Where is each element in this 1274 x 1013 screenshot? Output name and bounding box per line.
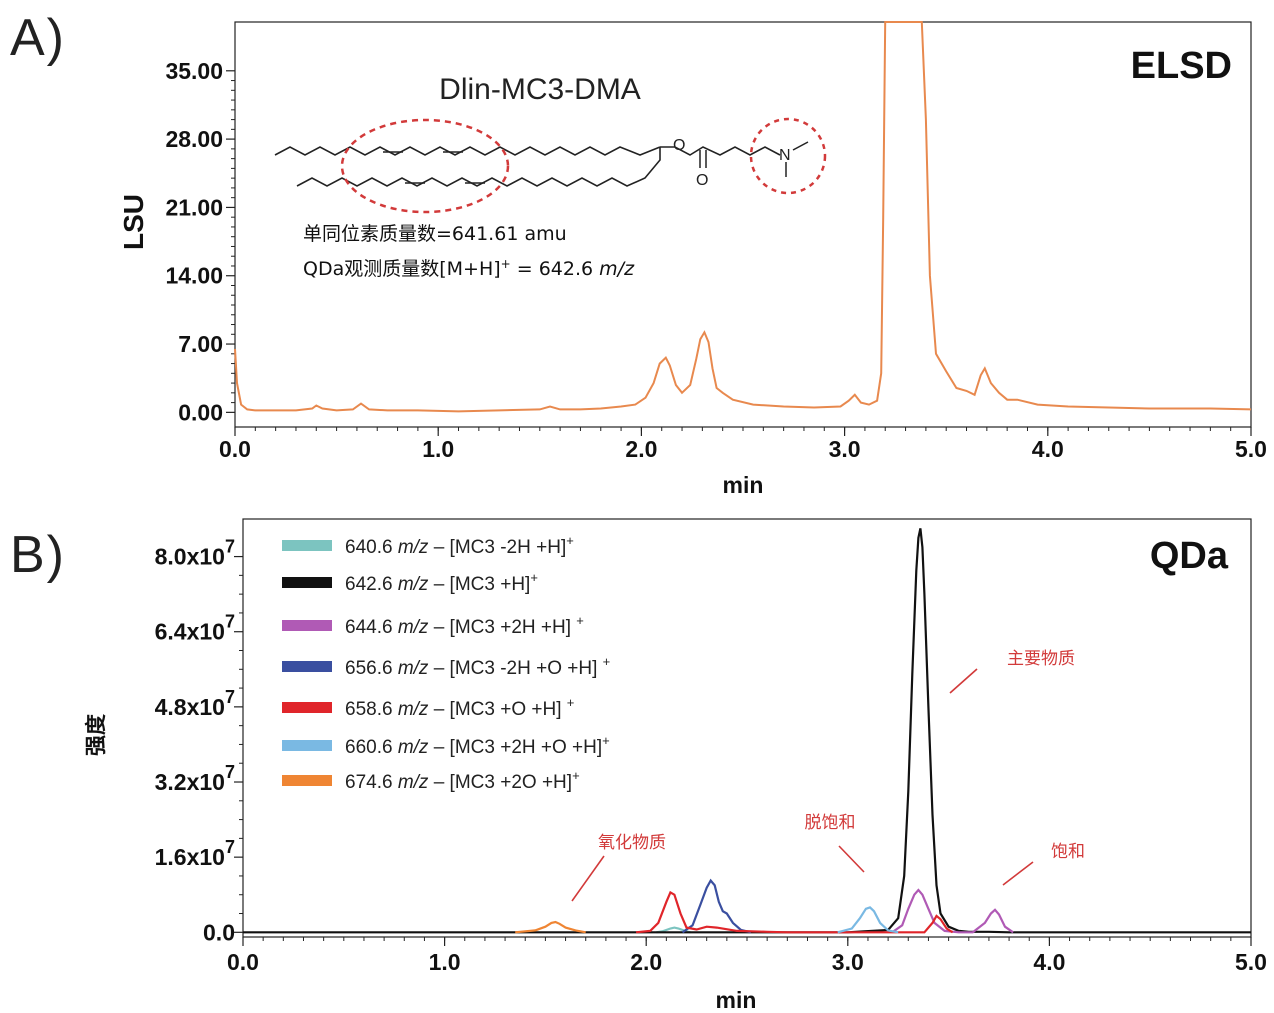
- qda-x-tick-label: 4.0: [1033, 949, 1065, 975]
- elsd-x-axis-label: min: [723, 472, 764, 498]
- qda-y-tick-label: 6.4x107: [155, 612, 235, 645]
- panel-b-label: B): [10, 526, 66, 584]
- qda-y-tick-label: 0.0: [203, 919, 235, 945]
- qda-y-tick-label: 8.0x107: [155, 537, 235, 570]
- legend-swatch-5: [282, 740, 332, 751]
- qda-x-tick-label: 5.0: [1235, 949, 1267, 975]
- dlin-mc3-dma-structure: Dlin-MC3-DMA O O N 单同位素质量数=641.61 amu QD…: [274, 73, 827, 280]
- legend-label-1: 642.6 m/z – [MC3 +H]+: [345, 570, 538, 595]
- amine-highlight-circle: [749, 117, 827, 195]
- qda-series-line-2: [891, 888, 1014, 934]
- elsd-x-tick-label: 3.0: [829, 436, 861, 462]
- elsd-y-tick-label: 28.00: [165, 126, 223, 152]
- qda-x-tick-label: 0.0: [227, 949, 259, 975]
- elsd-y-tick-label: 14.00: [165, 263, 223, 289]
- qda-x-tick-label: 3.0: [832, 949, 864, 975]
- annotation-label-0: 主要物质: [1007, 649, 1075, 669]
- qda-series-line-4: [635, 890, 954, 934]
- legend-swatch-4: [282, 702, 332, 713]
- qda-series-line-6: [515, 920, 586, 934]
- qda-y-tick-label: 4.8x107: [155, 687, 235, 720]
- annotation-pointer-0: [949, 668, 978, 694]
- carbonyl-oxygen: O: [696, 172, 708, 189]
- qda-series-line-3: [681, 878, 752, 934]
- annotation-pointer-1: [571, 855, 605, 902]
- n-methyl-1: [792, 141, 809, 151]
- legend-label-6: 674.6 m/z – [MC3 +2O +H]+: [345, 768, 580, 793]
- qda-x-axis-label: min: [716, 987, 757, 1013]
- elsd-x-tick-label: 2.0: [625, 436, 657, 462]
- qda-y-tick-label: 1.6x107: [155, 837, 235, 870]
- legend-label-3: 656.6 m/z – [MC3 -2H +O +H] +: [345, 654, 610, 679]
- annotation-label-3: 饱和: [1051, 842, 1085, 862]
- ester-oxygen: O: [673, 137, 685, 154]
- legend-label-2: 644.6 m/z – [MC3 +2H +H] +: [345, 613, 584, 638]
- legend-label-4: 658.6 m/z – [MC3 +O +H] +: [345, 695, 574, 720]
- elsd-title: ELSD: [1131, 45, 1232, 87]
- unsaturation-highlight-ellipse: [340, 118, 510, 214]
- qda-title: QDa: [1150, 535, 1229, 577]
- legend-swatch-3: [282, 661, 332, 672]
- qda-x-tick-label: 2.0: [630, 949, 662, 975]
- observed-mass-info: QDa观测质量数[M+H]+ = 642.6 m/z: [303, 257, 635, 280]
- qda-x-tick-label: 1.0: [429, 949, 461, 975]
- upper-lipid-chain: [274, 146, 661, 156]
- legend-swatch-1: [282, 577, 332, 588]
- qda-chart: 0.0 1.6x107 3.2x107 4.8x107 6.4x107 8.0x107 0…: [84, 518, 1267, 1013]
- elsd-y-axis-label: LSU: [118, 194, 149, 250]
- legend-swatch-6: [282, 775, 332, 786]
- molecule-name: Dlin-MC3-DMA: [439, 73, 641, 106]
- monoisotopic-mass-info: 单同位素质量数=641.61 amu: [303, 223, 567, 245]
- elsd-y-tick-label: 0.00: [178, 399, 223, 425]
- elsd-chart: 0.00 7.00 14.00 21.00 28.00 35.00 0.0 1.0 2.0 3.…: [118, 21, 1267, 498]
- legend-swatch-0: [282, 540, 332, 551]
- qda-y-axis-label: 强度: [84, 714, 108, 756]
- elsd-trace-line: [234, 21, 1252, 413]
- qda-y-tick-label: 3.2x107: [155, 762, 235, 795]
- elsd-x-tick-label: 5.0: [1235, 436, 1267, 462]
- lower-lipid-chain: [296, 147, 661, 187]
- annotation-label-2: 脱饱和: [805, 813, 856, 833]
- elsd-x-tick-label: 0.0: [219, 436, 251, 462]
- panel-a-label: A): [10, 9, 66, 67]
- ester-amine-linker: [660, 146, 781, 156]
- legend-swatch-2: [282, 620, 332, 631]
- qda-series-line-5: [837, 906, 899, 934]
- elsd-y-tick-label: 7.00: [178, 331, 223, 357]
- legend-label-5: 660.6 m/z – [MC3 +2H +O +H]+: [345, 733, 610, 758]
- elsd-y-tick-label: 21.00: [165, 194, 223, 220]
- annotation-pointer-2: [838, 845, 865, 873]
- legend-label-0: 640.6 m/z – [MC3 -2H +H]+: [345, 533, 574, 558]
- elsd-x-tick-label: 4.0: [1032, 436, 1064, 462]
- annotation-pointer-3: [1002, 861, 1034, 886]
- annotation-label-1: 氧化物质: [598, 833, 666, 853]
- amine-nitrogen: N: [779, 147, 791, 164]
- elsd-y-tick-label: 35.00: [165, 58, 223, 84]
- elsd-x-tick-label: 1.0: [422, 436, 454, 462]
